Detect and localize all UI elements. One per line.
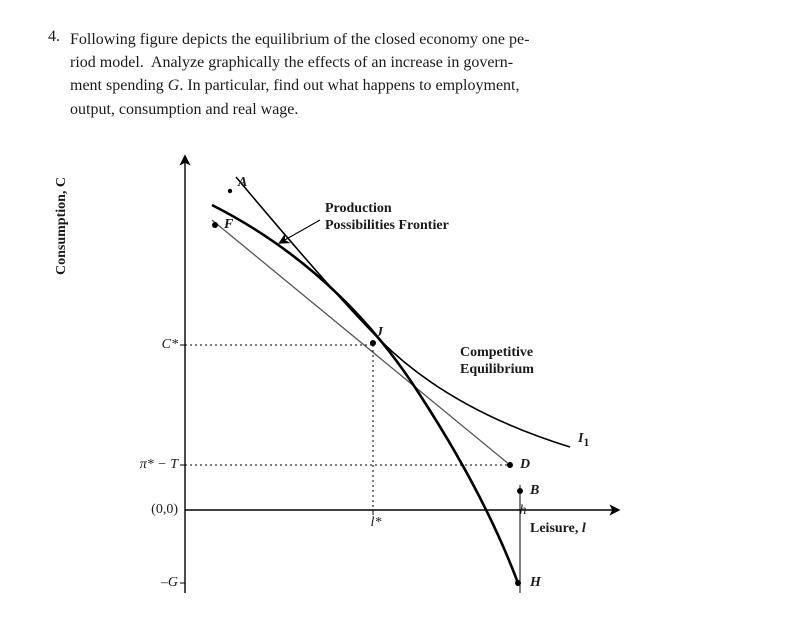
label-h: H	[530, 575, 541, 591]
ytick-neg-g: –G	[140, 575, 178, 591]
point-h	[515, 580, 521, 586]
question-block: 4. Following figure depicts the equilibr…	[48, 28, 737, 121]
question-number: 4.	[48, 28, 60, 121]
x-axis-label: Leisure, l	[530, 521, 586, 537]
point-b	[517, 488, 523, 494]
question-text: Following figure depicts the equilibrium…	[70, 28, 529, 121]
label-competitive-equilibrium: Competitive Equilibrium	[460, 345, 534, 379]
label-f: F	[224, 217, 233, 233]
label-a: A	[238, 175, 247, 191]
tangent-line	[212, 220, 510, 465]
label-i1: I1	[578, 431, 589, 449]
label-j: J	[376, 325, 383, 341]
point-a	[228, 189, 232, 193]
ppf-curve	[212, 205, 518, 583]
ytick-pi-t: π* − T	[118, 457, 178, 473]
ytick-c-star: C*	[140, 337, 178, 353]
label-b: B	[530, 483, 539, 499]
y-axis-label: Consumption, C	[54, 177, 70, 275]
ytick-origin: (0,0)	[130, 502, 178, 518]
equilibrium-diagram: Consumption, C	[90, 145, 650, 615]
ppf-pointer-arrow	[283, 220, 320, 241]
label-ppf: Production Possibilities Frontier	[325, 201, 449, 235]
xtick-l-star: l*	[366, 515, 386, 531]
label-d: D	[520, 457, 530, 473]
point-d	[507, 462, 513, 468]
point-f	[212, 222, 218, 228]
xtick-h: h	[513, 503, 533, 519]
